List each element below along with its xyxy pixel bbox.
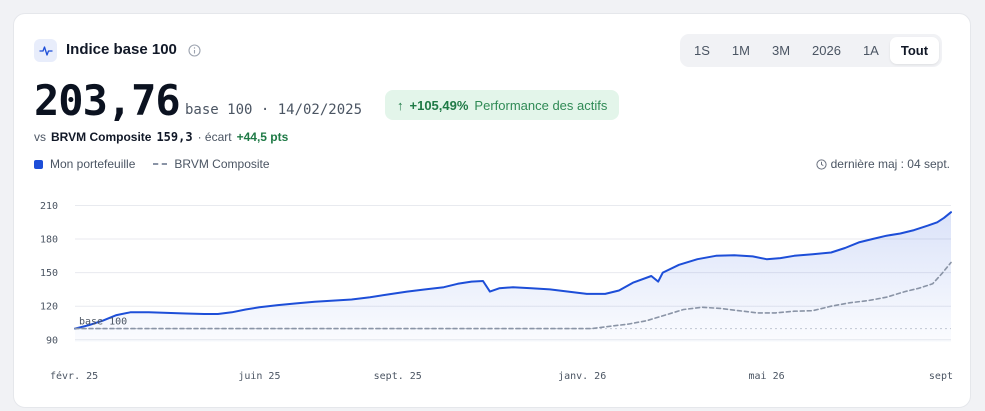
activity-icon — [34, 39, 57, 62]
y-tick-label: 210 — [40, 201, 58, 212]
legend-portfolio-swatch — [34, 159, 43, 169]
gap-label: · écart — [197, 130, 232, 144]
legend-benchmark-swatch — [153, 163, 168, 165]
x-tick-label: févr. 25 — [50, 370, 98, 382]
performance-badge: ↑ +105,49% Performance des actifs — [385, 90, 620, 120]
period-all[interactable]: Tout — [889, 37, 940, 64]
index-base-date: base 100 · 14/02/2025 — [185, 102, 363, 118]
period-selector: 1S 1M 3M 2026 1A Tout — [680, 34, 943, 67]
last-updated-text: dernière maj : 04 sept. — [830, 157, 950, 171]
x-tick-label: sept — [929, 371, 953, 382]
y-tick-label: 90 — [46, 335, 58, 346]
gap-value: +44,5 pts — [236, 130, 289, 144]
index-card: Indice base 100 1S 1M 3M 2026 1A Tout 20… — [13, 13, 971, 408]
index-line-chart: 90 120 150 180 210 base 100 févr. 25 juin 25 sep… — [40, 201, 953, 382]
y-tick-label: 150 — [40, 268, 58, 279]
performance-value: +105,49% — [409, 97, 469, 113]
index-value: 203,76 — [34, 76, 181, 125]
clock-icon — [815, 158, 827, 170]
period-2026[interactable]: 2026 — [812, 43, 841, 58]
y-tick-label: 180 — [40, 235, 58, 246]
x-tick-label: mai 26 — [749, 371, 785, 382]
benchmark-series-line — [74, 261, 952, 330]
x-tick-label: sept. 25 — [374, 371, 422, 382]
arrow-up-icon: ↑ — [397, 97, 404, 113]
benchmark-comparison: vs BRVM Composite 159,3 · écart +44,5 pt… — [34, 130, 288, 144]
info-icon[interactable] — [188, 44, 201, 57]
period-1s[interactable]: 1S — [694, 43, 710, 58]
x-tick-label: janv. 26 — [558, 371, 606, 382]
compare-value: 159,3 — [156, 130, 193, 144]
performance-label: Performance des actifs — [474, 97, 608, 113]
period-1a[interactable]: 1A — [862, 43, 879, 58]
last-updated: dernière maj : 04 sept. — [815, 157, 950, 171]
legend-portfolio-label: Mon portefeuille — [50, 157, 136, 171]
card-title: Indice base 100 — [66, 41, 177, 58]
chart-legend: Mon portefeuille BRVM Composite — [34, 157, 270, 171]
y-tick-label: 120 — [40, 302, 58, 313]
base-100-label: base 100 — [79, 317, 127, 328]
x-tick-label: juin 25 — [238, 371, 280, 382]
portfolio-area — [75, 212, 951, 342]
legend-benchmark-label: BRVM Composite — [174, 157, 270, 171]
period-1m[interactable]: 1M — [731, 43, 750, 58]
compare-name: BRVM Composite — [51, 130, 152, 144]
portfolio-series-line — [74, 211, 952, 330]
period-3m[interactable]: 3M — [771, 43, 791, 58]
compare-prefix: vs — [34, 130, 46, 144]
